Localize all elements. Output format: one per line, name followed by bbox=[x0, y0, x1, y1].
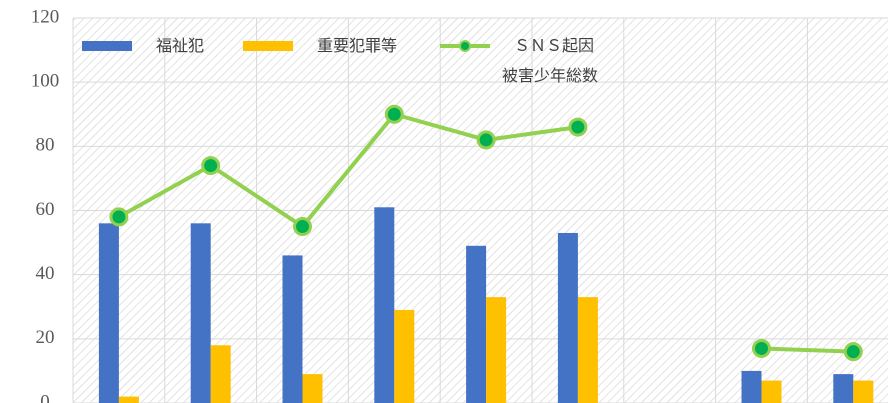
legend-label-line: 被害少年総数 bbox=[502, 66, 598, 85]
bar bbox=[282, 255, 303, 403]
bar bbox=[853, 380, 874, 403]
bar bbox=[210, 345, 231, 403]
line-marker bbox=[843, 342, 863, 362]
bar bbox=[394, 309, 415, 403]
bar bbox=[741, 370, 762, 403]
line-marker bbox=[752, 338, 771, 358]
line bbox=[117, 111, 854, 354]
y-tick-label: 80 bbox=[36, 135, 55, 156]
y-tick-label: 120 bbox=[31, 6, 60, 27]
legend-swatch bbox=[82, 41, 132, 51]
y-tick-label: 100 bbox=[31, 71, 60, 92]
legend-label: ＳＮＳ起因被害少年総数 bbox=[502, 36, 598, 85]
y-tick-label: 40 bbox=[36, 263, 55, 284]
y-tick-label: 20 bbox=[36, 327, 55, 348]
bar bbox=[374, 207, 395, 403]
line-marker bbox=[293, 217, 312, 237]
legend-marker bbox=[459, 40, 471, 52]
bar bbox=[98, 223, 119, 403]
bar bbox=[486, 297, 507, 403]
legend-label-line: 福祉犯 bbox=[156, 36, 204, 55]
line-marker bbox=[568, 117, 588, 137]
line-marker bbox=[109, 207, 129, 227]
y-tick-label: 60 bbox=[36, 199, 55, 220]
bar bbox=[118, 396, 139, 403]
line-marker bbox=[201, 156, 221, 176]
bar bbox=[761, 380, 782, 403]
legend-label: 重要犯罪等 bbox=[317, 36, 397, 55]
bar bbox=[466, 245, 487, 403]
legend-swatch bbox=[243, 41, 293, 51]
legend-label-line: 重要犯罪等 bbox=[317, 36, 397, 55]
line-marker bbox=[384, 104, 404, 124]
bar bbox=[577, 297, 598, 403]
bar bbox=[833, 374, 854, 403]
bar bbox=[302, 374, 323, 403]
line-marker bbox=[476, 130, 496, 150]
legend-label-line: ＳＮＳ起因 bbox=[514, 36, 594, 55]
bar bbox=[190, 223, 211, 403]
bar bbox=[557, 232, 578, 403]
legend-label: 福祉犯 bbox=[156, 36, 204, 55]
y-tick-label: 0 bbox=[40, 391, 50, 403]
